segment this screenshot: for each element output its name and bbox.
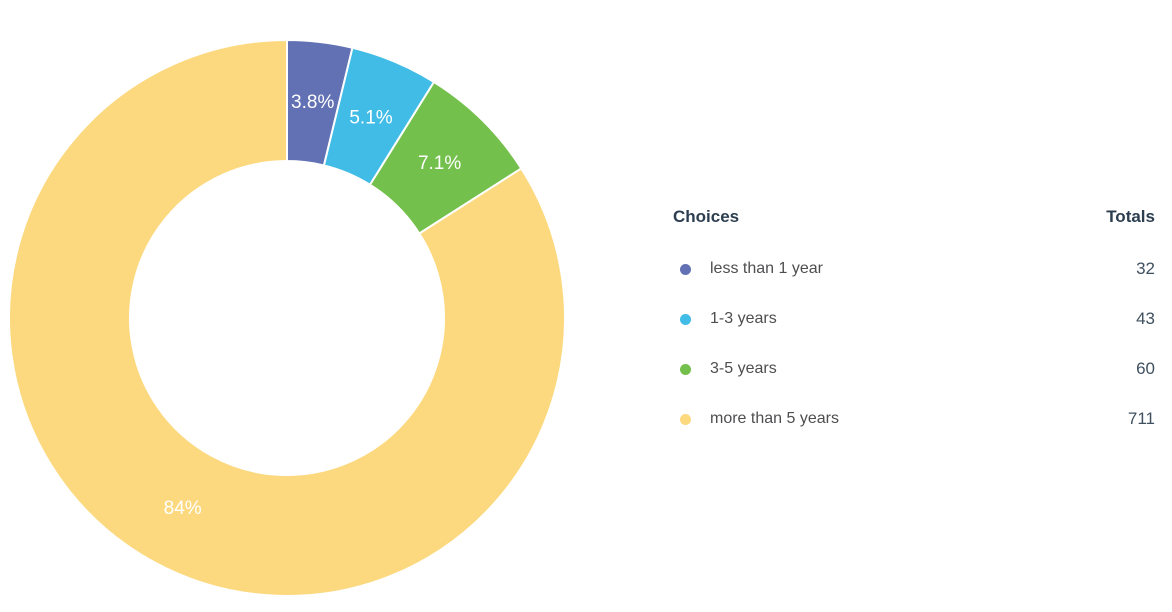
- legend-row-label: less than 1 year: [710, 260, 823, 277]
- donut-chart-svg: 3.8% 5.1% 7.1% 84%: [8, 39, 566, 597]
- legend-row: 1-3 years 43: [673, 309, 1155, 329]
- legend-row-total: 711: [1127, 409, 1155, 428]
- legend-row-label: more than 5 years: [710, 410, 839, 427]
- legend-row: less than 1 year 32: [673, 259, 1155, 279]
- donut-chart: 3.8% 5.1% 7.1% 84%: [8, 39, 566, 597]
- legend-header-choices: Choices: [673, 207, 740, 226]
- donut-percent-label: 84%: [164, 498, 202, 519]
- legend-header: Choices Totals: [673, 205, 1155, 229]
- legend-color-dot: [680, 363, 691, 375]
- legend-row-label: 3-5 years: [710, 360, 777, 377]
- legend-row-label: 1-3 years: [710, 310, 777, 327]
- donut-percent-label: 5.1%: [349, 107, 392, 128]
- donut-segment-more-than-5-years[interactable]: [8, 39, 566, 597]
- donut-percent-label: 7.1%: [418, 153, 461, 174]
- legend-header-totals: Totals: [1106, 207, 1155, 226]
- legend-row-total: 60: [1136, 359, 1155, 378]
- legend-color-dot: [680, 413, 691, 425]
- legend-color-dot: [680, 313, 691, 325]
- legend-row-total: 32: [1136, 259, 1155, 278]
- legend-table: Choices Totals less than 1 year 32 1-3 y…: [673, 205, 1155, 429]
- legend-row-total: 43: [1136, 309, 1155, 328]
- legend-color-dot: [680, 263, 691, 275]
- legend-row: 3-5 years 60: [673, 359, 1155, 379]
- legend-row: more than 5 years 711: [673, 409, 1155, 429]
- donut-percent-label: 3.8%: [291, 92, 334, 113]
